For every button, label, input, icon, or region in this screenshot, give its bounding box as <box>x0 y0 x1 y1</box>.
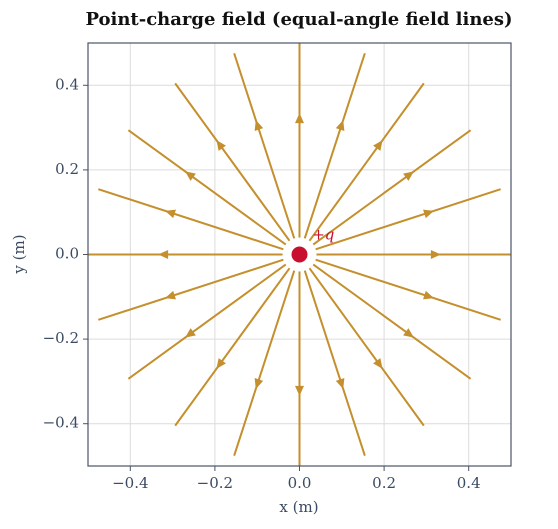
x-tick-label: 0.4 <box>457 474 481 492</box>
field-line <box>98 258 284 321</box>
field-line <box>127 263 287 380</box>
field-arrow <box>295 113 304 124</box>
charge <box>291 246 308 263</box>
x-tick-label: 0.0 <box>288 474 312 492</box>
y-tick-label: 0.0 <box>55 245 79 263</box>
field-arrow <box>403 171 414 181</box>
field-line <box>233 270 296 456</box>
y-tick-label: −0.2 <box>43 329 79 347</box>
field-line <box>174 82 291 242</box>
field-line <box>308 82 425 242</box>
x-tick-label: 0.2 <box>372 474 396 492</box>
field-line <box>233 53 296 239</box>
y-tick-label: 0.2 <box>55 160 79 178</box>
x-axis-label: x (m) <box>279 498 318 516</box>
field-line <box>312 129 472 246</box>
field-arrow <box>430 250 441 259</box>
field-line <box>312 263 472 380</box>
field-line <box>98 188 284 251</box>
field-arrow <box>216 358 226 369</box>
field-arrow <box>423 290 434 300</box>
field-line <box>315 258 501 321</box>
field-line <box>174 267 291 427</box>
plot-frame <box>87 42 512 467</box>
field-arrow <box>185 171 196 181</box>
field-arrow <box>254 378 264 389</box>
field-line <box>308 267 425 427</box>
y-tick-label: −0.4 <box>43 414 79 432</box>
field-arrow <box>403 328 414 338</box>
charge-label: +q <box>312 225 334 243</box>
y-tick-label: 0.4 <box>55 75 79 93</box>
field-arrow <box>335 378 345 389</box>
x-tick-label: −0.4 <box>112 474 148 492</box>
field-arrow <box>373 358 383 369</box>
field-arrow <box>165 290 176 300</box>
field-arrow <box>254 120 264 131</box>
field-arrow <box>373 140 383 151</box>
field-arrow <box>335 120 345 131</box>
field-arrow <box>295 385 304 396</box>
chart-title: Point-charge field (equal-angle field li… <box>85 9 512 30</box>
field-arrow <box>158 250 169 259</box>
field-line <box>127 129 287 246</box>
x-tick-label: −0.2 <box>197 474 233 492</box>
field-arrow <box>165 209 176 219</box>
field-arrow <box>423 209 434 219</box>
field-line <box>315 188 501 251</box>
y-axis-label: y (m) <box>10 234 28 274</box>
field-arrow <box>216 140 226 151</box>
field-line <box>303 53 366 239</box>
field-line <box>303 270 366 456</box>
field-arrow <box>185 328 196 338</box>
